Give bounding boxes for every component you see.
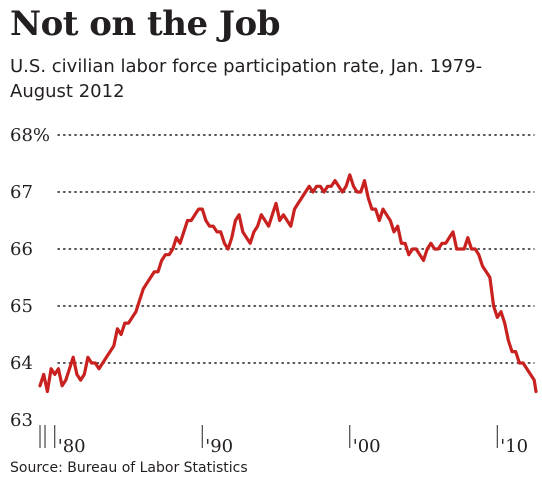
source-note: Source: Bureau of Labor Statistics (10, 460, 248, 476)
x-tick-label: '90 (205, 436, 233, 457)
x-tick-label: '80 (58, 436, 86, 457)
y-tick-label: 68% (10, 125, 50, 146)
x-tick-label: '10 (500, 436, 528, 457)
chart-subtitle: U.S. civilian labor force participation … (10, 56, 483, 102)
participation-rate-line (38, 173, 538, 394)
y-tick-label: 66 (10, 239, 33, 260)
y-tick-label: 65 (10, 296, 33, 317)
x-tick-label: '00 (353, 436, 381, 457)
chart-title: Not on the Job (10, 4, 280, 44)
y-tick-label: 67 (10, 182, 33, 203)
y-tick-label: 64 (10, 353, 33, 374)
y-tick-label: 63 (10, 410, 33, 431)
